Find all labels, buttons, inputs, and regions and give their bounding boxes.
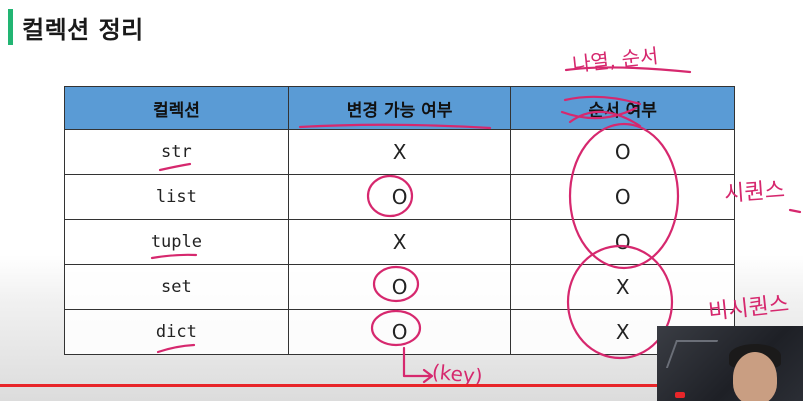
cell-ordered: O: [510, 219, 735, 265]
cell-ordered: O: [510, 129, 735, 175]
cell-name: dict: [64, 309, 289, 355]
video-progress-line: [0, 384, 803, 387]
table-row: str X O: [64, 129, 735, 175]
cell-ordered: X: [510, 264, 735, 310]
cell-mutable: X: [287, 129, 512, 175]
cell-name: list: [64, 174, 289, 220]
slide-title: 컬렉션 정리: [22, 16, 144, 44]
title-accent-bar: [8, 9, 13, 45]
cell-name: str: [64, 129, 289, 175]
cell-name: set: [64, 264, 289, 310]
note-sequence: 시퀀스: [723, 177, 786, 208]
cell-mutable: O: [287, 174, 512, 220]
cell-mutable: O: [287, 264, 512, 310]
table-row: list O O: [64, 174, 735, 220]
collection-table: 컬렉션 변경 가능 여부 순서 여부 str X O list O O tupl…: [64, 86, 735, 355]
ink-arrow-sequence: [788, 208, 802, 214]
note-top: 나열, 순서: [571, 43, 660, 77]
table-row: dict O X: [64, 309, 735, 355]
cell-mutable: X: [287, 219, 512, 265]
hanger-icon: [665, 340, 719, 368]
webcam-badge-icon: [675, 392, 685, 398]
table-row: tuple X O: [64, 219, 735, 265]
cell-ordered: O: [510, 174, 735, 220]
table-header-row: 컬렉션 변경 가능 여부 순서 여부: [64, 86, 735, 130]
presenter-face: [733, 352, 777, 401]
header-ordered: 순서 여부: [510, 86, 735, 130]
table-row: set O X: [64, 264, 735, 310]
presenter-webcam: [657, 326, 803, 401]
cell-name: tuple: [64, 219, 289, 265]
header-mutable: 변경 가능 여부: [287, 86, 512, 130]
cell-mutable: O: [287, 309, 512, 355]
header-collection: 컬렉션: [64, 86, 289, 130]
